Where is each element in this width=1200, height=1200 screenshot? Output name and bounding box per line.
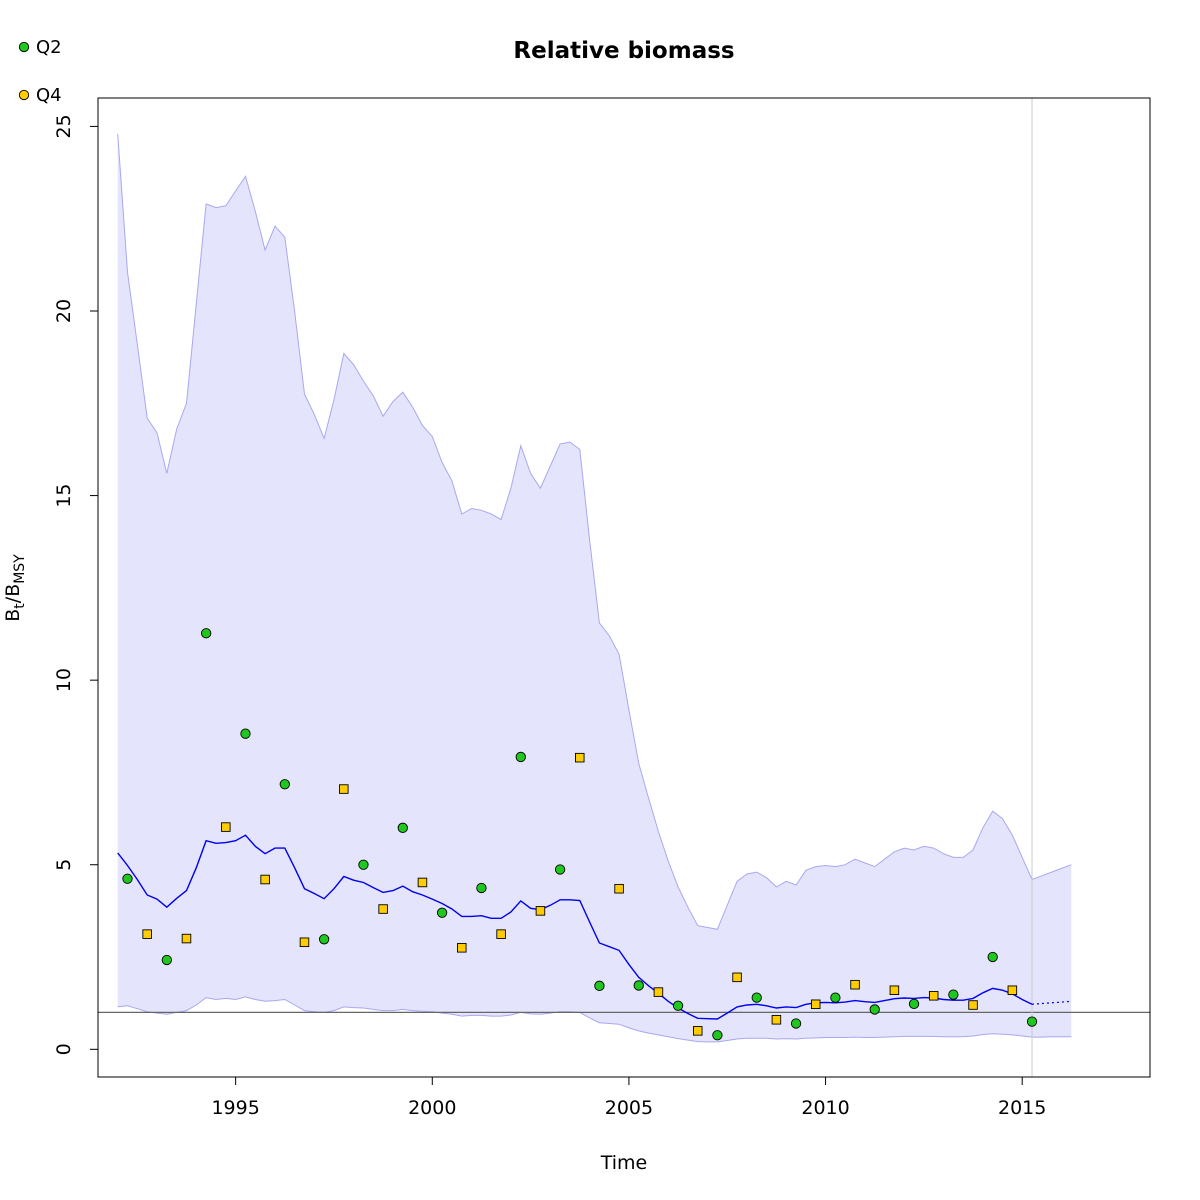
data-point-q4 [614, 883, 624, 894]
data-point-q2 [240, 728, 251, 739]
data-point-q4 [850, 979, 860, 990]
y-axis-title-sub1: t [12, 603, 28, 609]
y-axis-title: Bt/BMSY [2, 554, 28, 622]
data-point-q4 [575, 752, 585, 763]
x-axis-title: Time [600, 1152, 648, 1174]
data-point-q2 [200, 628, 212, 639]
data-point-q4 [889, 985, 900, 995]
data-point-q4 [457, 943, 467, 953]
biomass-estimate-line [117, 834, 1033, 1020]
plot-area [98, 98, 1150, 1077]
data-point-q4 [260, 874, 270, 885]
legend-marker-q4 [18, 89, 30, 101]
data-point-q2 [830, 992, 841, 1003]
data-point-q4 [1007, 985, 1018, 995]
series-q2-points [122, 628, 1038, 1041]
y-tick-label: 10 [53, 668, 75, 692]
x-tick-label: 2010 [801, 1097, 849, 1119]
confidence-band [117, 133, 1072, 1042]
data-point-q4 [771, 1015, 782, 1025]
x-tick-label: 2015 [998, 1097, 1046, 1119]
data-point-q4 [142, 929, 152, 939]
data-point-q4 [417, 877, 428, 888]
y-tick-label: 25 [53, 114, 75, 138]
data-point-q2 [279, 779, 290, 790]
data-point-q2 [161, 954, 172, 966]
chart-title: Relative biomass [513, 38, 734, 64]
data-point-q2 [515, 751, 526, 763]
x-tick-label: 1995 [211, 1097, 259, 1119]
x-tick-label: 2005 [605, 1097, 653, 1119]
y-axis: 0 5 10 15 20 25 [53, 114, 99, 1055]
y-axis-title-sub2: MSY [12, 554, 28, 584]
data-point-q4 [181, 933, 192, 944]
data-point-q4 [653, 987, 664, 997]
data-point-q4 [928, 991, 939, 1001]
y-axis-title-base: B [2, 609, 24, 622]
data-point-q4 [339, 784, 349, 794]
data-point-q2 [751, 992, 762, 1003]
data-point-q2 [594, 980, 605, 991]
data-point-q2 [122, 873, 133, 884]
data-point-q2 [672, 1000, 684, 1011]
legend-label: Q2 [36, 37, 62, 58]
data-point-q4 [378, 904, 388, 914]
data-point-q4 [299, 937, 310, 948]
data-point-q2 [712, 1030, 723, 1041]
data-point-q4 [496, 929, 506, 939]
biomass-prediction-line [1031, 1000, 1072, 1005]
data-point-q2 [869, 1004, 880, 1015]
y-tick-label: 20 [53, 299, 75, 323]
legend: Q2 Q4 [18, 37, 62, 106]
data-point-q2 [554, 864, 566, 875]
x-axis: 1995 2000 2005 2010 2015 [211, 1076, 1046, 1119]
data-point-q2 [790, 1018, 802, 1029]
legend-label: Q4 [36, 85, 62, 106]
legend-item-q2: Q2 [18, 37, 62, 58]
band-upper-edge [117, 133, 1072, 930]
data-point-q2 [948, 989, 959, 1000]
data-point-q2 [476, 882, 487, 894]
data-point-q4 [732, 972, 742, 983]
data-point-q2 [987, 951, 998, 963]
data-point-q2 [318, 934, 330, 945]
data-point-q2 [358, 859, 369, 870]
series-q4-points [142, 752, 1018, 1036]
data-point-q2 [908, 998, 920, 1010]
data-point-q2 [1026, 1016, 1038, 1027]
data-point-q4 [810, 999, 821, 1010]
legend-item-q4: Q4 [18, 85, 62, 106]
y-tick-label: 0 [53, 1043, 75, 1055]
y-tick-label: 5 [53, 859, 75, 871]
band-lower-edge [117, 996, 1072, 1043]
data-point-q2 [397, 822, 408, 833]
y-axis-title-sep: /B [2, 584, 24, 603]
legend-marker-circle [18, 41, 30, 53]
y-tick-label: 15 [53, 483, 75, 507]
data-point-q4 [692, 1026, 703, 1036]
data-point-q2 [436, 907, 448, 918]
data-point-q4 [535, 906, 546, 916]
x-tick-label: 2000 [408, 1097, 456, 1119]
data-point-q2 [633, 980, 644, 991]
data-point-q4 [968, 1000, 978, 1010]
data-point-q4 [221, 822, 231, 832]
